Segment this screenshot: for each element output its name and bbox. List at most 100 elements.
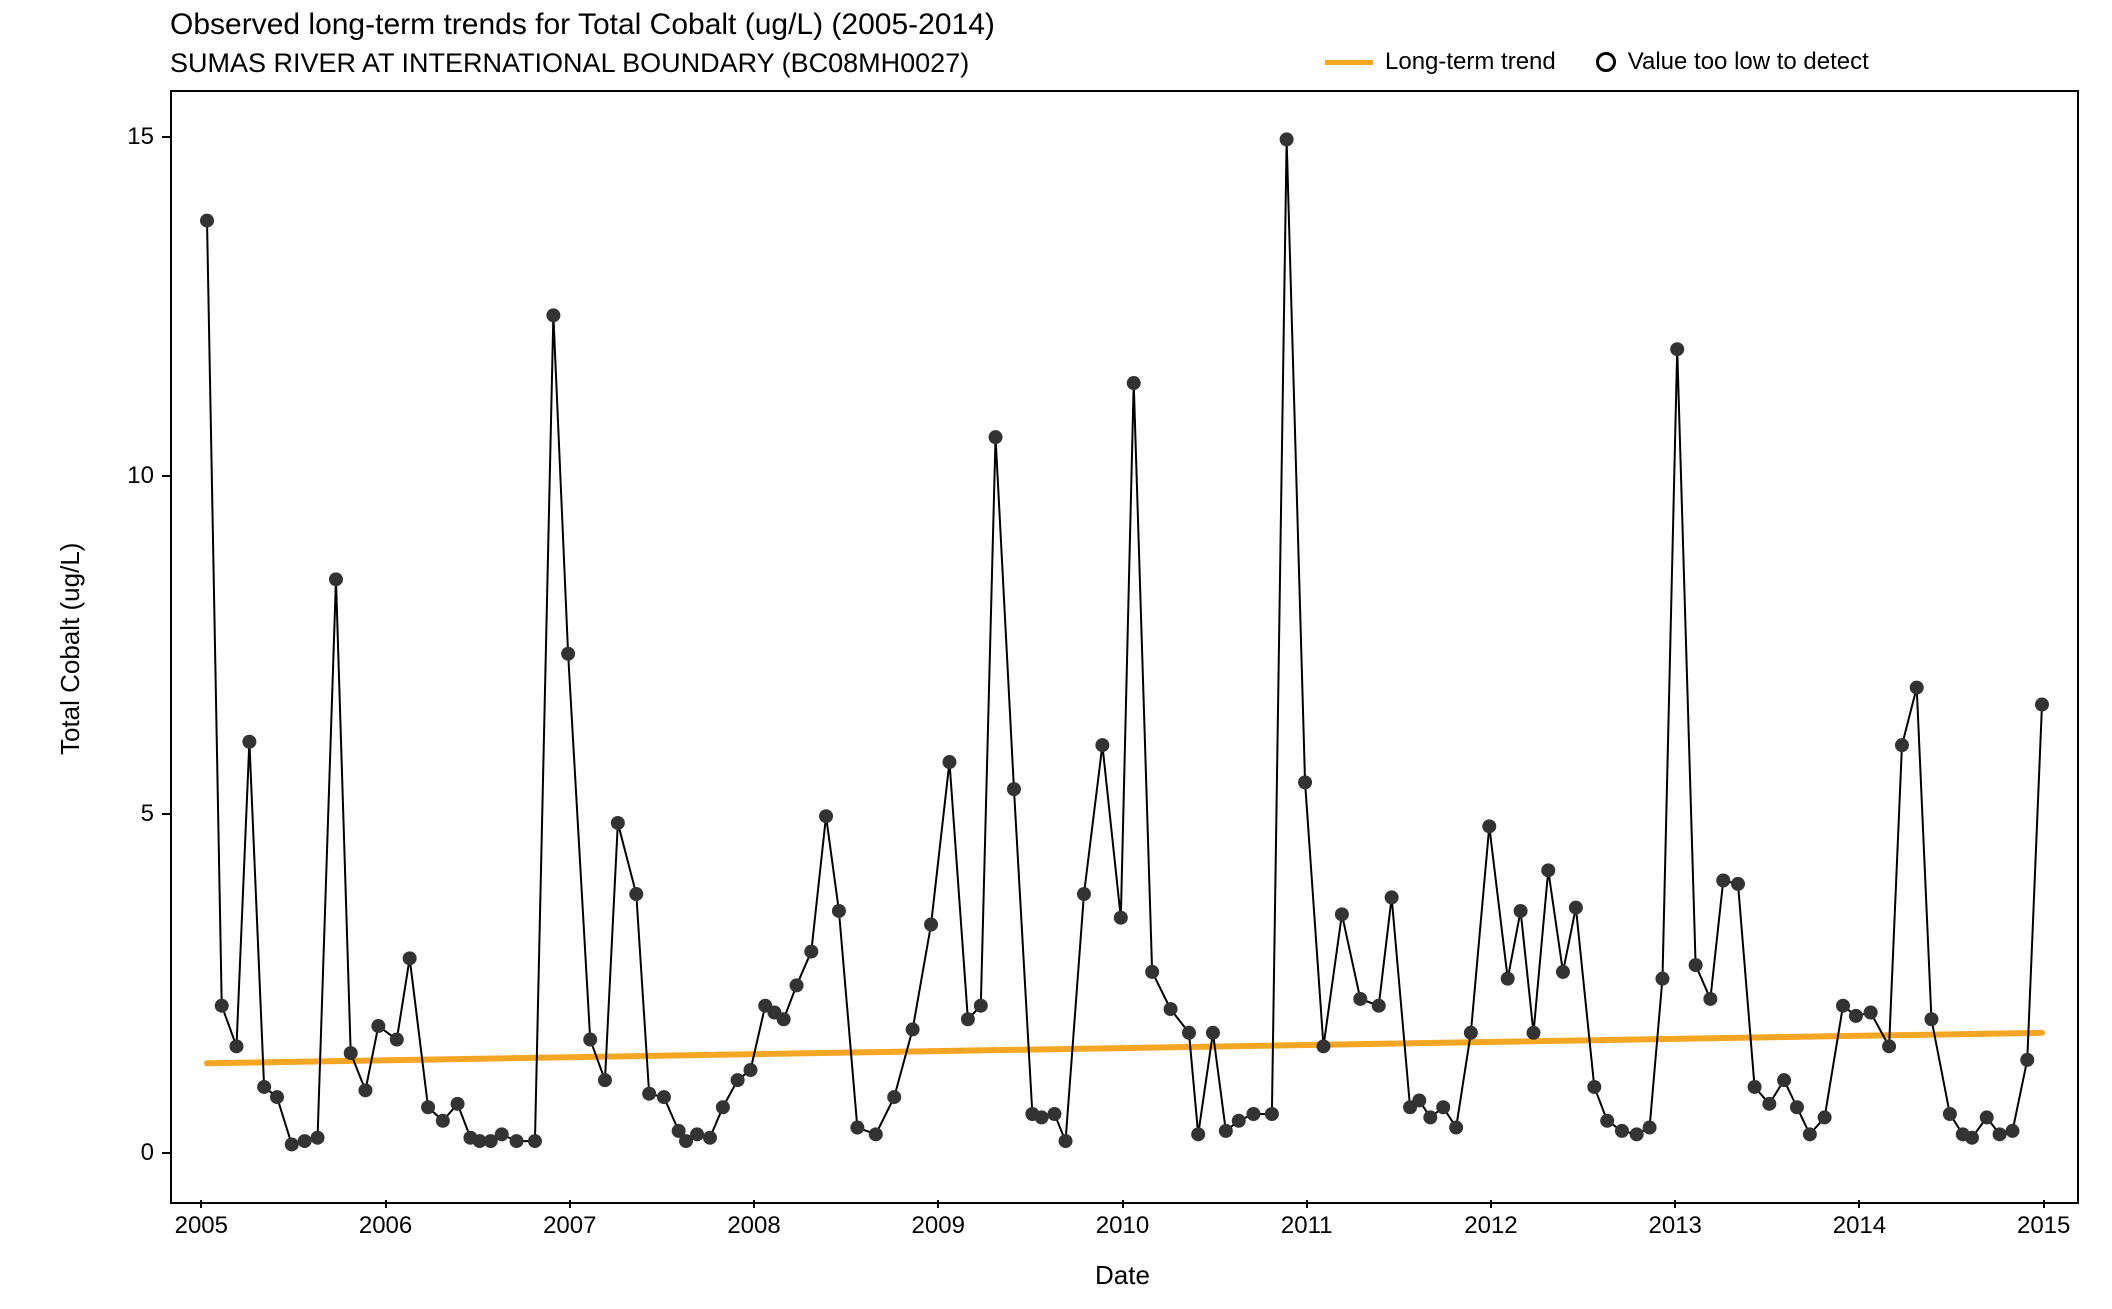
y-tick-mark	[162, 813, 170, 815]
data-point	[1600, 1114, 1614, 1128]
data-point	[1670, 342, 1684, 356]
data-point	[1316, 1039, 1330, 1053]
data-point	[819, 809, 833, 823]
y-tick-mark	[162, 136, 170, 138]
data-point	[1145, 965, 1159, 979]
data-point	[1265, 1107, 1279, 1121]
data-point	[1777, 1073, 1791, 1087]
x-tick-label: 2010	[1083, 1212, 1163, 1240]
legend-label-trend: Long-term trend	[1385, 48, 1556, 76]
x-tick-mark	[569, 1200, 571, 1208]
data-point	[1818, 1110, 1832, 1124]
data-point	[690, 1127, 704, 1141]
x-tick-mark	[937, 1200, 939, 1208]
data-point	[358, 1083, 372, 1097]
data-point	[1035, 1110, 1049, 1124]
data-point	[215, 999, 229, 1013]
data-point	[1232, 1114, 1246, 1128]
data-point	[1164, 1002, 1178, 1016]
data-point	[1280, 132, 1294, 146]
plot-area	[170, 90, 2079, 1204]
x-tick-label: 2011	[1267, 1212, 1347, 1240]
data-point	[1335, 907, 1349, 921]
data-point	[298, 1134, 312, 1148]
data-point	[510, 1134, 524, 1148]
data-point	[1965, 1131, 1979, 1145]
chart-container: Observed long-term trends for Total Coba…	[0, 0, 2112, 1309]
data-point	[629, 887, 643, 901]
data-point	[744, 1063, 758, 1077]
x-tick-label: 2009	[898, 1212, 978, 1240]
plot-svg	[172, 92, 2077, 1202]
data-point	[1615, 1124, 1629, 1138]
data-point	[329, 572, 343, 586]
data-point	[1895, 738, 1909, 752]
data-point	[942, 755, 956, 769]
data-point	[642, 1087, 656, 1101]
data-point	[1882, 1039, 1896, 1053]
data-point	[1587, 1080, 1601, 1094]
data-point	[1864, 1005, 1878, 1019]
legend-circle-swatch	[1596, 52, 1616, 72]
data-point	[850, 1121, 864, 1135]
data-point	[1527, 1026, 1541, 1040]
data-point	[989, 430, 1003, 444]
data-point	[421, 1100, 435, 1114]
x-tick-mark	[1674, 1200, 1676, 1208]
data-point	[1993, 1127, 2007, 1141]
x-tick-label: 2012	[1451, 1212, 1531, 1240]
data-point	[1924, 1012, 1938, 1026]
data-point	[242, 735, 256, 749]
data-point	[1353, 992, 1367, 1006]
data-point	[1803, 1127, 1817, 1141]
data-point	[1790, 1100, 1804, 1114]
data-point	[1077, 887, 1091, 901]
x-tick-mark	[1490, 1200, 1492, 1208]
data-point	[1206, 1026, 1220, 1040]
data-point	[546, 308, 560, 322]
data-point	[1436, 1100, 1450, 1114]
x-tick-label: 2007	[530, 1212, 610, 1240]
x-tick-mark	[1122, 1200, 1124, 1208]
data-point	[1246, 1107, 1260, 1121]
data-point	[598, 1073, 612, 1087]
data-point	[403, 951, 417, 965]
data-point	[1731, 877, 1745, 891]
data-point	[1449, 1121, 1463, 1135]
data-point	[371, 1019, 385, 1033]
data-point	[1007, 782, 1021, 796]
data-point	[1501, 972, 1515, 986]
data-point	[731, 1073, 745, 1087]
data-point	[1943, 1107, 1957, 1121]
data-point	[1482, 819, 1496, 833]
data-point	[1541, 863, 1555, 877]
data-point	[1423, 1110, 1437, 1124]
data-point	[961, 1012, 975, 1026]
data-point	[1689, 958, 1703, 972]
x-tick-mark	[200, 1200, 202, 1208]
data-point	[583, 1033, 597, 1047]
data-point	[790, 978, 804, 992]
y-tick-label: 0	[90, 1139, 154, 1167]
data-point	[887, 1090, 901, 1104]
data-point	[390, 1033, 404, 1047]
x-tick-label: 2014	[1819, 1212, 1899, 1240]
data-point	[1514, 904, 1528, 918]
y-tick-label: 15	[90, 123, 154, 151]
data-point	[2035, 698, 2049, 712]
data-point	[611, 816, 625, 830]
data-point	[832, 904, 846, 918]
x-axis-label: Date	[1095, 1260, 1150, 1291]
data-point	[1703, 992, 1717, 1006]
x-tick-mark	[2043, 1200, 2045, 1208]
trend-line	[207, 1033, 2042, 1063]
data-point	[2020, 1053, 2034, 1067]
data-point	[1630, 1127, 1644, 1141]
x-tick-mark	[385, 1200, 387, 1208]
data-point	[1910, 681, 1924, 695]
y-tick-mark	[162, 475, 170, 477]
data-point	[1762, 1097, 1776, 1111]
data-point	[1059, 1134, 1073, 1148]
y-tick-label: 10	[90, 462, 154, 490]
data-point	[1412, 1093, 1426, 1107]
